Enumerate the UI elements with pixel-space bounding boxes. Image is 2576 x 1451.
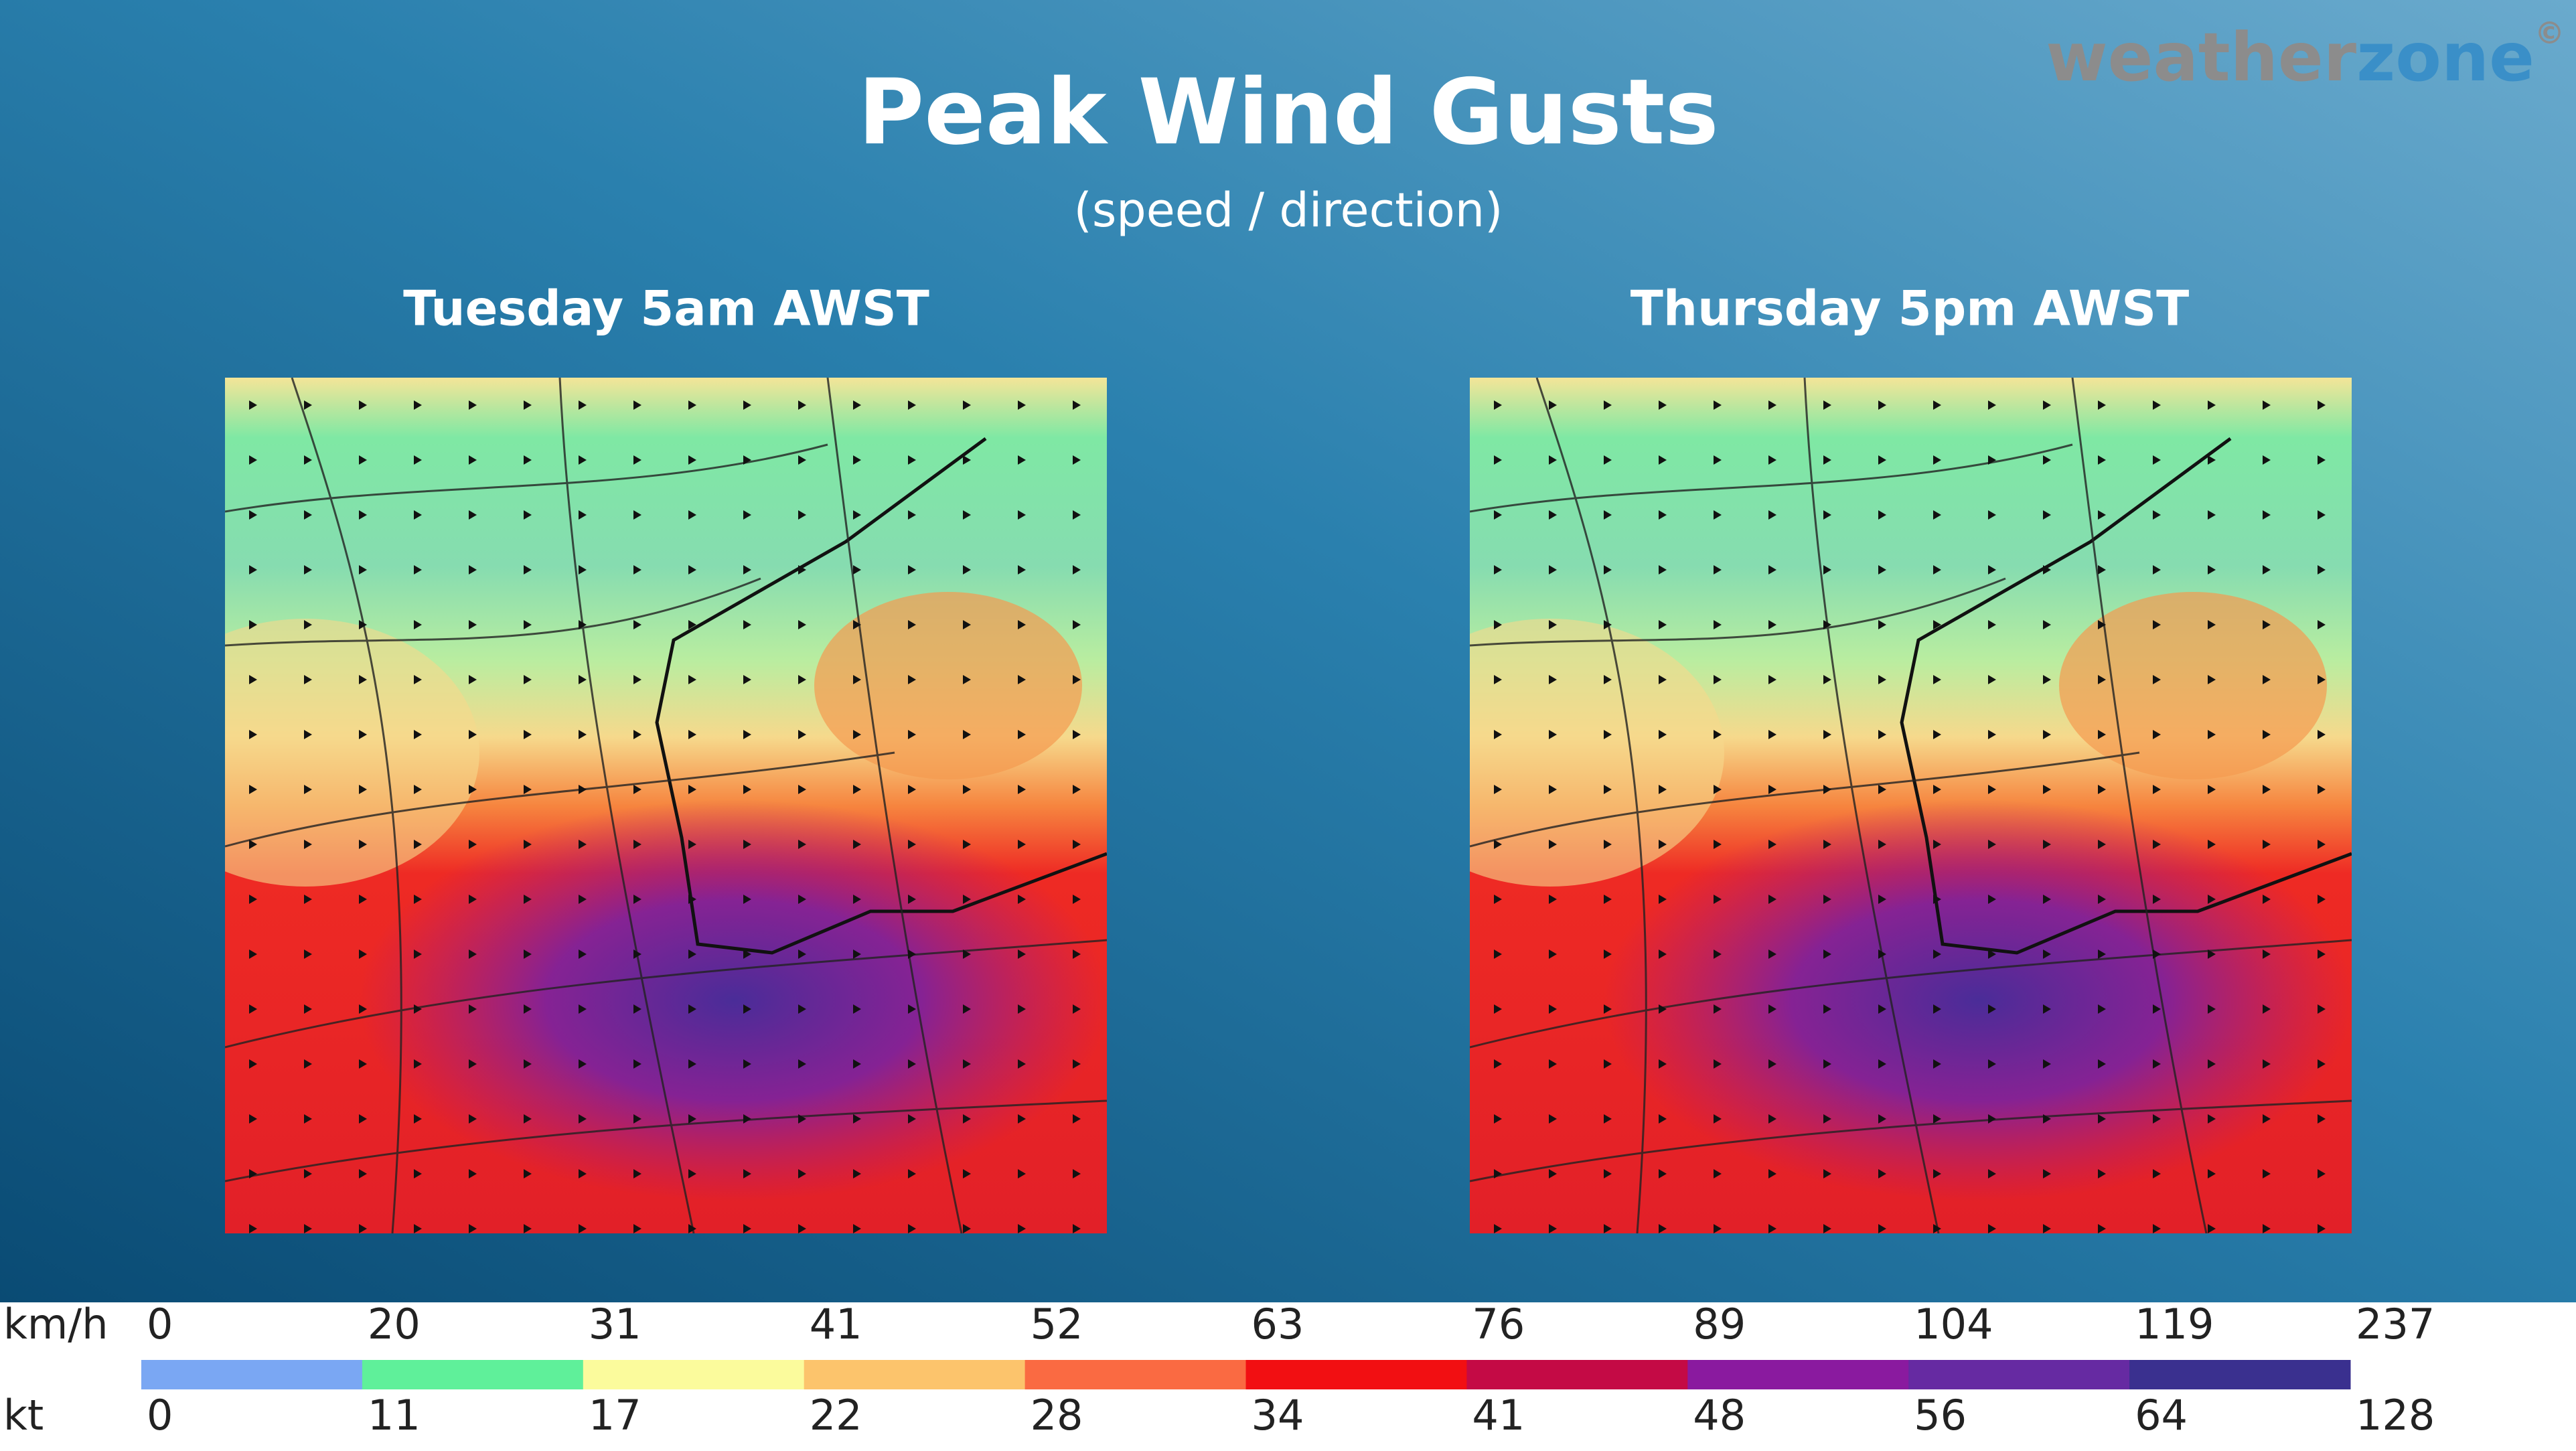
legend: km/h kt 0 20 31 41 52 63 76 89 104 119 237 0 11 17 22 2… [3,1300,2435,1440]
kt-label: 64 [2135,1391,2188,1440]
wind-map [131,378,1109,1233]
kt-label: 34 [1252,1391,1304,1440]
kmh-label: 119 [2135,1300,2214,1349]
brand: weatherzone© [2046,15,2565,96]
brand-word: weather [2046,18,2357,96]
kmh-label: 63 [1252,1300,1304,1349]
unit-label: kt [3,1391,44,1440]
kt-label: 41 [1472,1391,1525,1440]
kmh-label: 0 [147,1300,173,1349]
kmh-label: 52 [1031,1300,1083,1349]
panel-label: Tuesday 5am AWST [403,281,929,337]
wind-map [1376,378,2354,1233]
color-segment [1687,1360,1909,1389]
kmh-label: 20 [368,1300,421,1349]
kmh-label: 104 [1914,1300,1993,1349]
kt-label: 11 [368,1391,421,1440]
kt-label: 128 [2356,1391,2435,1440]
brand-word: zone [2356,18,2534,96]
unit-label: km/h [3,1300,108,1349]
kmh-label: 237 [2356,1300,2435,1349]
kt-label: 22 [810,1391,862,1440]
color-segment [1908,1360,2130,1389]
kmh-label: 89 [1693,1300,1746,1349]
kmh-label: 76 [1472,1300,1525,1349]
kmh-label: 41 [810,1300,862,1349]
kmh-label: 31 [589,1300,641,1349]
brand-symbol: © [2534,15,2565,51]
kt-label: 0 [147,1391,173,1440]
color-segment [362,1360,584,1389]
kt-label: 56 [1914,1391,1967,1440]
kt-label: 28 [1031,1391,1083,1440]
color-segment [804,1360,1026,1389]
kt-label: 48 [1693,1391,1746,1440]
kt-label: 17 [589,1391,641,1440]
subtitle: (speed / direction) [1074,183,1503,238]
color-segment [141,1360,363,1389]
color-segment [1245,1360,1467,1389]
title: Peak Wind Gusts [858,60,1718,165]
color-segment [2129,1360,2351,1389]
color-segment [1466,1360,1688,1389]
color-segment [1025,1360,1246,1389]
color-segment [583,1360,805,1389]
panel-label: Thursday 5pm AWST [1631,281,2190,337]
